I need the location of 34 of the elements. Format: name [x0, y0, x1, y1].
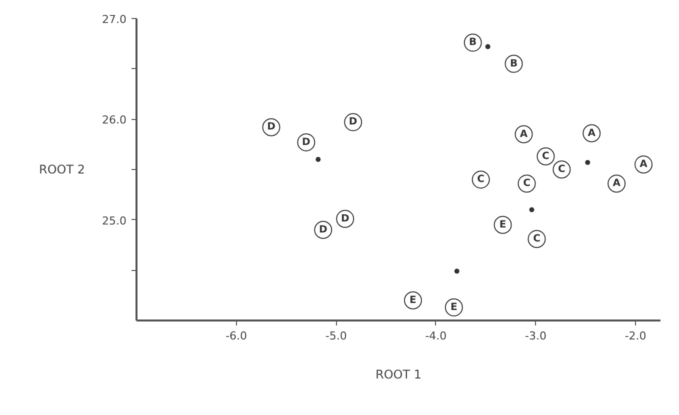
series-label: E — [450, 302, 458, 313]
series-label: B — [510, 58, 518, 70]
text: D — [302, 136, 310, 148]
text: E — [499, 219, 506, 230]
y-tick-label: 25.0 — [102, 214, 127, 228]
text: D — [318, 224, 328, 236]
series-label: D — [340, 213, 350, 224]
text: A — [640, 158, 648, 170]
series-label: C — [542, 150, 550, 162]
point — [485, 44, 490, 50]
x-tick-label: -3.0 — [525, 330, 546, 342]
text: A — [520, 128, 528, 140]
x-tick-label: -5.0 — [325, 330, 347, 342]
text: B — [469, 37, 477, 48]
text: C — [523, 178, 530, 190]
text: C — [558, 164, 566, 175]
x-tick-label: -6.0 — [226, 330, 248, 342]
point — [454, 268, 460, 274]
x-axis-title: ROOT 1 — [375, 368, 422, 382]
text: C — [533, 233, 540, 244]
point — [585, 160, 590, 165]
text: D — [348, 116, 358, 128]
y-tick-label: 26.0 — [102, 114, 127, 127]
y-axis-title: ROOT 2 — [39, 162, 86, 176]
x-tick-label: -4.0 — [425, 330, 447, 342]
text: D — [267, 122, 276, 133]
text: E — [410, 294, 416, 306]
text: C — [477, 174, 485, 186]
x-tick-label: -2.0 — [624, 330, 646, 342]
series-label: A — [612, 178, 621, 190]
text: A — [588, 128, 596, 139]
point — [529, 207, 534, 212]
y-tick-label: 27.0 — [102, 13, 127, 26]
point — [316, 156, 321, 162]
